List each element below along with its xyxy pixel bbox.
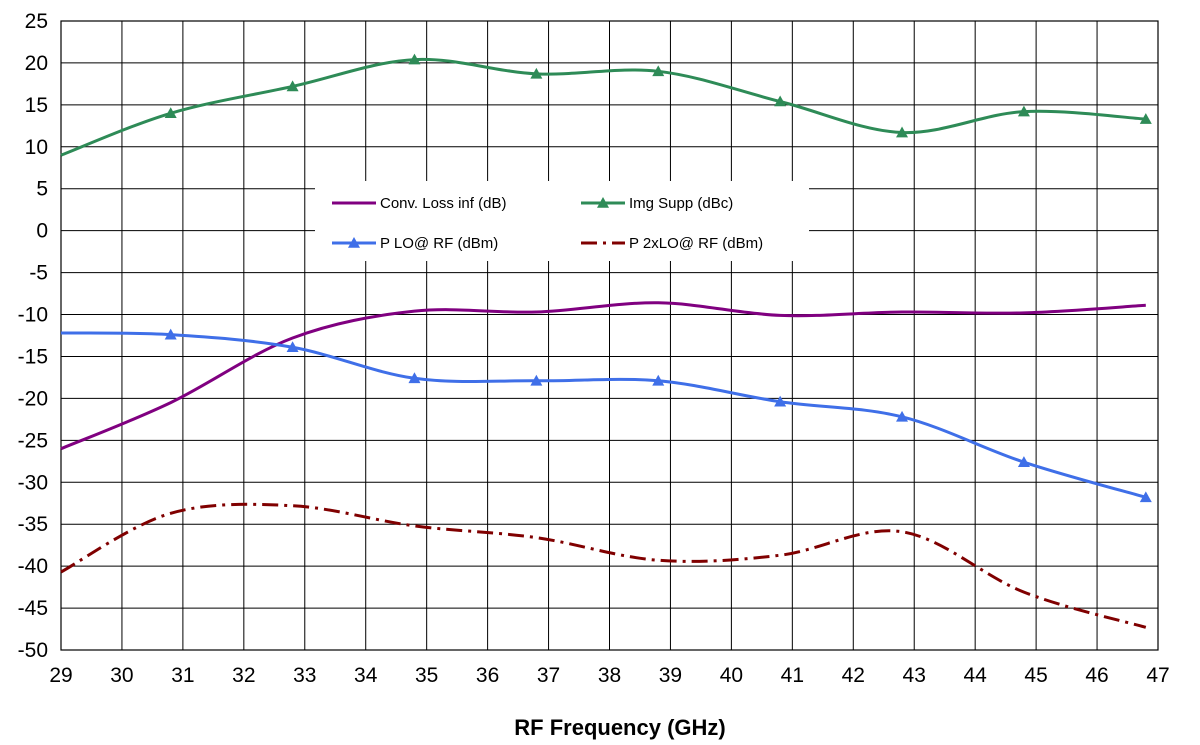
y-tick-label: -20 [18, 387, 48, 410]
x-tick-label: 31 [171, 664, 194, 687]
legend-label: P LO@ RF (dBm) [380, 235, 498, 252]
x-tick-label: 47 [1146, 664, 1169, 687]
y-tick-label: 25 [25, 10, 48, 33]
y-tick-label: -10 [18, 304, 48, 327]
y-tick-label: 20 [25, 52, 48, 75]
series-2-point [164, 328, 177, 340]
x-tick-label: 39 [659, 664, 682, 687]
y-tick-label: -50 [18, 639, 48, 662]
series-2-point [408, 372, 421, 384]
x-tick-label: 30 [110, 664, 133, 687]
x-axis-label: RF Frequency (GHz) [514, 715, 725, 740]
series-line-3 [60, 502, 1147, 629]
series-1-point [408, 53, 421, 65]
y-tick-label: -30 [18, 471, 48, 494]
series-2-point [774, 395, 787, 407]
x-tick-label: 37 [537, 664, 560, 687]
legend-box [315, 181, 809, 261]
series-lines [60, 53, 1152, 629]
series-2-point [1139, 491, 1152, 503]
x-tick-label: 29 [49, 664, 72, 687]
series-1-point [652, 65, 665, 77]
y-tick-label: -45 [18, 597, 48, 620]
y-tick-label: 10 [25, 136, 48, 159]
x-tick-label: 43 [903, 664, 926, 687]
x-tick-label: 45 [1024, 664, 1047, 687]
x-tick-label: 41 [781, 664, 804, 687]
y-tick-label: -25 [18, 429, 48, 452]
legend-marker-1 [597, 197, 609, 208]
x-tick-label: 46 [1085, 664, 1108, 687]
x-tick-label: 44 [963, 664, 987, 687]
series-2-point [286, 341, 299, 353]
y-tick-label: 0 [36, 220, 48, 243]
plot-border [60, 20, 1159, 651]
series-1-point [774, 95, 787, 107]
x-tick-label: 32 [232, 664, 255, 687]
y-tick-label: -5 [29, 262, 48, 285]
tick-labels: 29 30 31 32 33 34 35 36 37 38 39 40 41 42 43 44 45 46 47 -5… [18, 10, 1170, 687]
y-tick-label: 15 [25, 94, 48, 117]
series-1-point [286, 80, 299, 92]
x-tick-label: 33 [293, 664, 316, 687]
series-1-point [1139, 113, 1152, 124]
y-tick-label: 5 [36, 178, 48, 201]
y-tick-label: -15 [18, 345, 48, 368]
series-line-0 [60, 301, 1146, 451]
legend-label: Img Supp (dBc) [629, 195, 733, 212]
grid-lines [60, 20, 1159, 651]
series-line-2 [60, 331, 1147, 499]
y-tick-label: -40 [18, 555, 48, 578]
x-tick-label: 42 [842, 664, 865, 687]
x-tick-label: 38 [598, 664, 621, 687]
x-tick-label: 40 [720, 664, 743, 687]
legend-label: P 2xLO@ RF (dBm) [629, 235, 763, 252]
series-1-point [164, 107, 177, 119]
legend: Conv. Loss inf (dB) Img Supp (dBc) P LO@ R… [315, 181, 809, 261]
legend-marker-2 [348, 237, 360, 248]
legend-label: Conv. Loss inf (dB) [380, 195, 506, 212]
series-2-point [896, 410, 909, 422]
y-tick-label: -35 [18, 513, 48, 536]
series-1-point [530, 67, 543, 79]
x-tick-label: 34 [354, 664, 378, 687]
x-tick-label: 36 [476, 664, 499, 687]
series-1-point [1017, 105, 1030, 117]
series-2-point [652, 374, 665, 386]
series-2-point [1017, 456, 1030, 467]
x-tick-label: 35 [415, 664, 438, 687]
series-1-point [896, 126, 909, 138]
series-2-point [530, 374, 543, 386]
series-line-1 [60, 57, 1146, 157]
